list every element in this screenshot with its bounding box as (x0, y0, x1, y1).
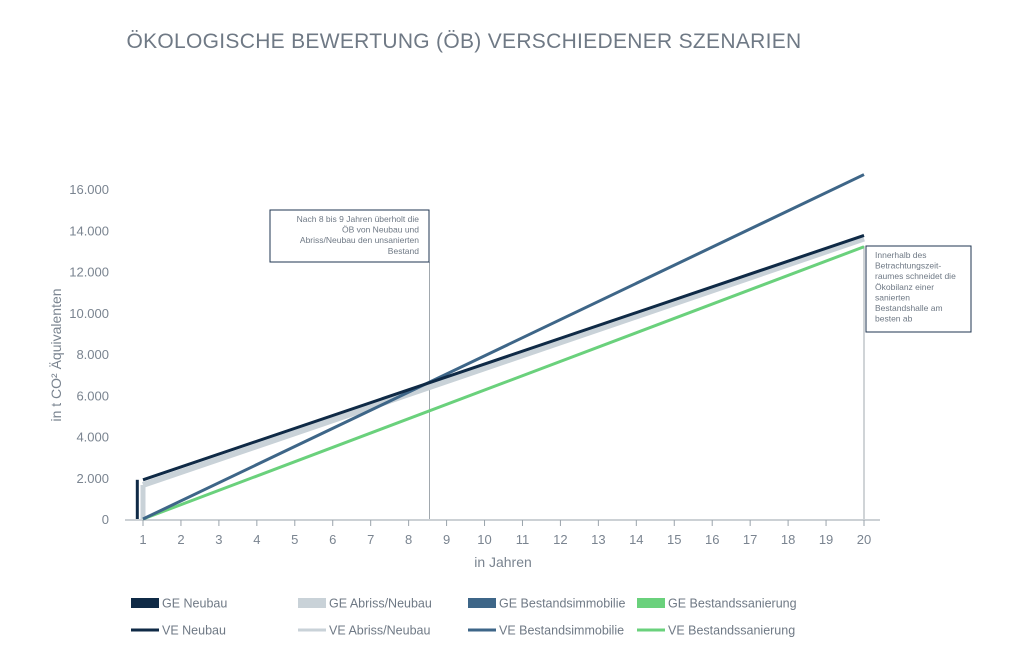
x-axis-title: in Jahren (474, 554, 532, 570)
y-axis-title: in t CO² Äquivalenten (48, 288, 64, 421)
legend-swatch-bar (468, 598, 496, 608)
annotation-text: Innerhalb des (875, 250, 927, 260)
x-tick-label: 14 (629, 532, 643, 547)
legend-label: VE Neubau (162, 624, 226, 638)
series-line-ve-bestandsimmobilie (142, 173, 865, 521)
annotation-box (865, 245, 972, 333)
y-tick-label: 0 (102, 512, 109, 527)
y-tick-label: 2.000 (76, 471, 109, 486)
legend-swatch-bar (131, 598, 159, 608)
annotation-text: ÖB von Neubau und (342, 225, 419, 235)
annotation-text: Bestandshalle am (875, 303, 943, 313)
x-tick-label: 13 (591, 532, 605, 547)
legend-label: GE Bestandssanierung (668, 597, 797, 611)
legend-label: VE Bestandsimmobilie (499, 624, 624, 638)
legend-label: GE Bestandsimmobilie (499, 597, 625, 611)
x-tick-label: 3 (215, 532, 222, 547)
x-tick-label: 17 (743, 532, 757, 547)
annotation-text: raumes schneidet die (875, 271, 956, 281)
legend-label: VE Abriss/Neubau (329, 624, 430, 638)
x-tick-label: 10 (477, 532, 491, 547)
x-tick-label: 11 (516, 532, 530, 547)
annotation-text: besten ab (875, 314, 913, 324)
series-line-ve-abriss-neubau (142, 235, 865, 488)
annotation-text: Nach 8 bis 9 Jahren überholt die (297, 214, 420, 224)
x-tick-label: 12 (553, 532, 567, 547)
bar-ge-neubau (135, 479, 139, 519)
x-tick-label: 16 (705, 532, 719, 547)
legend-swatch-bar (298, 598, 326, 608)
legend-swatch-bar (637, 598, 665, 608)
y-tick-label: 6.000 (76, 388, 109, 403)
x-tick-label: 19 (819, 532, 833, 547)
series-line-ve-bestandssanierung (142, 245, 865, 521)
x-tick-label: 8 (405, 532, 412, 547)
x-tick-label: 20 (857, 532, 871, 547)
x-tick-label: 6 (329, 532, 336, 547)
x-tick-label: 4 (253, 532, 260, 547)
y-tick-label: 12.000 (69, 265, 109, 280)
y-tick-label: 16.000 (69, 182, 109, 197)
y-tick-label: 10.000 (69, 306, 109, 321)
y-tick-label: 14.000 (69, 223, 109, 238)
x-tick-label: 2 (177, 532, 184, 547)
chart-title: ÖKOLOGISCHE BEWERTUNG (ÖB) VERSCHIEDENER… (126, 30, 802, 53)
legend-label: GE Abriss/Neubau (329, 597, 432, 611)
y-tick-label: 8.000 (76, 347, 109, 362)
legend-label: VE Bestandssanierung (668, 624, 795, 638)
x-tick-label: 18 (781, 532, 795, 547)
annotation-text: Betrachtungszeit- (875, 261, 941, 271)
annotation-text: Bestand (388, 246, 419, 256)
y-tick-label: 4.000 (76, 430, 109, 445)
annotation-text: Abriss/Neubau den unsanierten (300, 235, 419, 245)
series-line-ve-neubau (142, 233, 865, 482)
x-tick-label: 9 (443, 532, 450, 547)
x-tick-label: 7 (367, 532, 374, 547)
bar-ge-abriss-neubau (140, 484, 146, 519)
x-tick-label: 15 (667, 532, 681, 547)
annotation-box (269, 209, 430, 263)
x-tick-label: 5 (291, 532, 298, 547)
x-tick-label: 1 (139, 532, 146, 547)
annotation-text: Ökobilanz einer (875, 282, 934, 292)
legend-label: GE Neubau (162, 597, 227, 611)
annotation-text: sanierten (875, 292, 910, 302)
